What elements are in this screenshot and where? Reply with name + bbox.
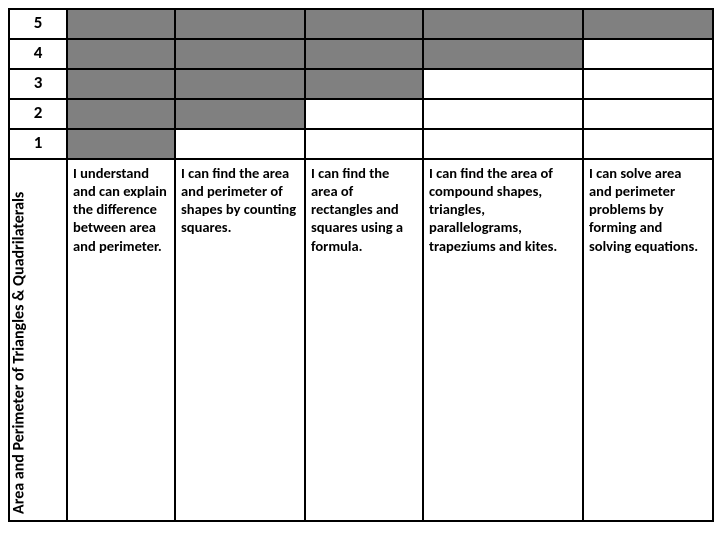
cell-shaded: [175, 9, 305, 39]
level-row-4: 4: [9, 39, 713, 69]
level-number: 3: [9, 69, 67, 99]
cell-shaded: [175, 39, 305, 69]
level-row-2: 2: [9, 99, 713, 129]
cell-shaded: [175, 99, 305, 129]
cell-shaded: [67, 9, 175, 39]
cell-blank: [423, 129, 583, 159]
level-number: 5: [9, 9, 67, 39]
topic-label-cell: Area and Perimeter of Triangles & Quadri…: [9, 159, 67, 521]
cell-shaded: [67, 129, 175, 159]
cell-shaded: [67, 69, 175, 99]
descriptor-row: Area and Perimeter of Triangles & Quadri…: [9, 159, 713, 521]
cell-blank: [175, 129, 305, 159]
descriptor-cell: I can solve area and perimeter problems …: [583, 159, 713, 521]
cell-blank: [305, 129, 423, 159]
cell-shaded: [305, 39, 423, 69]
cell-blank: [305, 99, 423, 129]
cell-shaded: [67, 99, 175, 129]
level-row-3: 3: [9, 69, 713, 99]
descriptor-cell: I can find the area of rectangles and sq…: [305, 159, 423, 521]
topic-label: Area and Perimeter of Triangles & Quadri…: [10, 192, 29, 514]
level-number: 2: [9, 99, 67, 129]
descriptor-cell: I can find the area of compound shapes, …: [423, 159, 583, 521]
cell-shaded: [423, 39, 583, 69]
level-row-5: 5: [9, 9, 713, 39]
cell-blank: [423, 99, 583, 129]
level-number: 4: [9, 39, 67, 69]
descriptor-cell: I understand and can explain the differe…: [67, 159, 175, 521]
cell-blank: [583, 69, 713, 99]
level-number: 1: [9, 129, 67, 159]
rubric-table: 5 4 3 2 1 Area and: [8, 8, 714, 522]
cell-shaded: [305, 9, 423, 39]
cell-shaded: [67, 39, 175, 69]
cell-shaded: [175, 69, 305, 99]
cell-blank: [583, 99, 713, 129]
cell-blank: [583, 129, 713, 159]
descriptor-cell: I can find the area and perimeter of sha…: [175, 159, 305, 521]
cell-shaded: [305, 69, 423, 99]
cell-shaded: [583, 9, 713, 39]
cell-blank: [423, 69, 583, 99]
cell-blank: [583, 39, 713, 69]
cell-shaded: [423, 9, 583, 39]
level-row-1: 1: [9, 129, 713, 159]
